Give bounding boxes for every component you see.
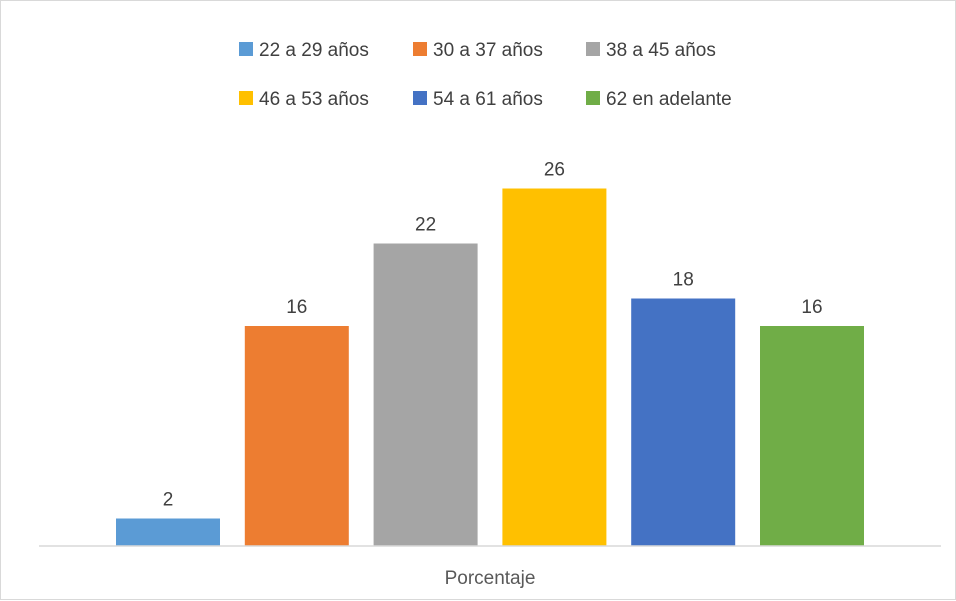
x-axis-title: Porcentaje <box>445 568 536 589</box>
legend-swatch <box>239 91 253 105</box>
legend-swatch <box>239 42 253 56</box>
bar <box>631 298 736 546</box>
legend-label: 22 a 29 años <box>259 40 369 61</box>
bar <box>502 188 607 546</box>
legend-swatch <box>413 91 427 105</box>
legend-label: 54 a 61 años <box>433 89 543 110</box>
data-label: 22 <box>415 215 436 236</box>
legend-label: 30 a 37 años <box>433 40 543 61</box>
plot-area: 2 16 22 26 18 16 <box>116 160 864 546</box>
legend-label: 62 en adelante <box>606 89 732 110</box>
bar <box>760 326 864 546</box>
bar <box>116 518 220 546</box>
legend-label: 38 a 45 años <box>606 40 716 61</box>
legend: 22 a 29 años 30 a 37 años 38 a 45 años 46 a… <box>239 40 732 110</box>
data-label: 26 <box>544 160 565 181</box>
data-label: 2 <box>163 490 174 511</box>
legend-label: 46 a 53 años <box>259 89 369 110</box>
data-label: 16 <box>286 297 307 318</box>
legend-swatch <box>586 42 600 56</box>
data-label: 16 <box>801 297 822 318</box>
legend-swatch <box>413 42 427 56</box>
bar <box>244 326 349 546</box>
legend-swatch <box>586 91 600 105</box>
bar <box>373 243 478 546</box>
data-label: 18 <box>673 270 694 291</box>
